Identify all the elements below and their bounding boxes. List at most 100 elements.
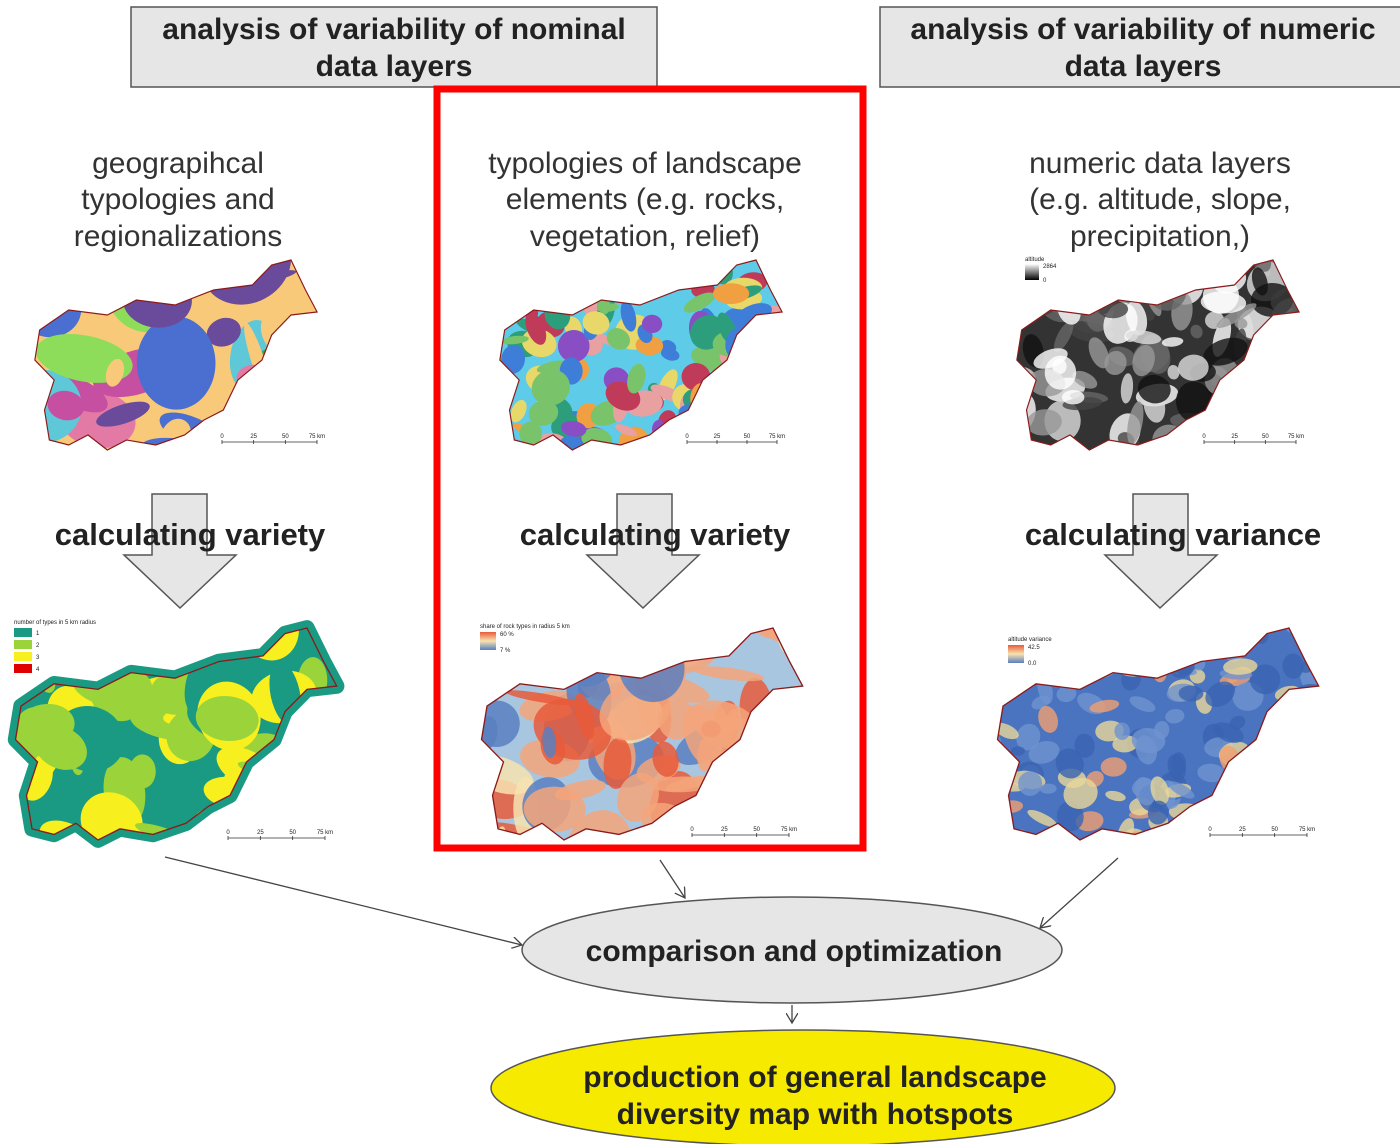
scale-label: 25 xyxy=(250,434,257,440)
scale-label: 50 xyxy=(289,830,296,836)
map-patch xyxy=(988,294,1029,328)
map-patch xyxy=(776,748,814,774)
map-patch xyxy=(1243,574,1274,609)
map-patch xyxy=(1040,654,1078,687)
map-patch xyxy=(1274,351,1298,391)
map-patch xyxy=(1237,375,1278,396)
map-patch xyxy=(38,267,62,291)
map-patch xyxy=(669,446,705,475)
map xyxy=(0,544,424,904)
map-patch xyxy=(439,345,475,370)
map-fill xyxy=(0,544,424,904)
map-patch xyxy=(738,111,766,137)
map-patch xyxy=(1292,570,1315,591)
map-patch xyxy=(775,355,790,377)
map-patch xyxy=(590,452,613,485)
map-patch xyxy=(667,431,697,468)
map-patch xyxy=(1282,721,1307,735)
map-patch xyxy=(743,391,761,415)
legend-label: 60 % xyxy=(500,632,514,638)
scale-label: 50 xyxy=(1271,827,1278,833)
map-patch xyxy=(1062,390,1085,404)
map-patch xyxy=(701,379,730,419)
map-patch xyxy=(0,797,12,840)
legend-swatch xyxy=(1008,645,1024,663)
map-patch xyxy=(1059,444,1082,476)
map-patch xyxy=(1242,351,1280,373)
map-patch xyxy=(960,354,985,378)
map-patch xyxy=(595,274,629,302)
map-patch xyxy=(980,621,1007,645)
map-patch xyxy=(972,817,1004,839)
map-patch xyxy=(971,828,1003,858)
map-patch xyxy=(708,460,742,483)
map-patch xyxy=(1270,564,1301,592)
map-patch xyxy=(483,284,510,322)
map-patch xyxy=(1223,395,1248,418)
scale-label: 0 xyxy=(1208,827,1212,833)
map-patch xyxy=(721,403,740,419)
map-patch xyxy=(332,613,423,699)
map-patch xyxy=(943,730,983,767)
map-patch xyxy=(638,257,667,275)
map-patch xyxy=(715,368,741,401)
map-patch xyxy=(1138,941,1171,975)
legend-title: share of rock types in radius 5 km xyxy=(480,624,570,630)
scale-label: 25 xyxy=(257,830,264,836)
map-patch xyxy=(654,253,673,267)
map-patch xyxy=(1287,708,1317,733)
map-patch xyxy=(0,396,16,470)
map-patch xyxy=(497,277,534,314)
map-patch xyxy=(960,691,996,728)
map-patch xyxy=(1301,581,1331,603)
map-patch xyxy=(1043,267,1071,289)
map-patch xyxy=(1080,647,1104,676)
column-label: numeric data layers(e.g. altitude, slope… xyxy=(1029,147,1291,253)
map-patch xyxy=(1067,877,1102,905)
map-patch xyxy=(1066,264,1084,288)
map-patch xyxy=(801,294,821,314)
map-patch xyxy=(302,557,324,604)
map-patch xyxy=(626,464,657,488)
legend-title: altitude xyxy=(1025,257,1045,263)
map-patch xyxy=(901,804,929,828)
map-patch xyxy=(747,376,769,402)
legend-swatch xyxy=(14,628,32,637)
map-patch xyxy=(955,353,1001,405)
scale-label: 50 xyxy=(282,434,289,440)
map-patch xyxy=(756,728,779,753)
map-patch xyxy=(570,452,613,491)
map-patch xyxy=(1038,830,1058,850)
scale-label: 0 xyxy=(690,827,694,833)
map-patch xyxy=(999,842,1029,867)
map-patch xyxy=(1308,688,1336,712)
map-patch xyxy=(1078,286,1102,306)
map-patch xyxy=(1258,732,1294,748)
map-patch xyxy=(1117,624,1138,644)
map-patch xyxy=(960,422,998,453)
map-patch xyxy=(1279,705,1301,720)
map-patch xyxy=(726,419,749,434)
map-patch xyxy=(679,440,717,481)
map-patch xyxy=(943,808,978,836)
map-patch xyxy=(1032,578,1072,616)
map-patch xyxy=(1246,453,1272,498)
map-patch xyxy=(693,437,709,455)
map-patch xyxy=(1094,478,1127,498)
map-patch xyxy=(1202,627,1240,652)
map-patch xyxy=(558,606,640,681)
map-patch xyxy=(721,383,740,410)
map-patch xyxy=(590,830,678,914)
scale-label: 75 km xyxy=(1288,434,1304,440)
map-patch xyxy=(473,246,514,291)
map-patch xyxy=(1096,254,1112,265)
map-patch xyxy=(690,419,702,451)
map-patch xyxy=(1244,772,1270,797)
map-patch xyxy=(182,858,246,903)
map-patch xyxy=(520,647,546,669)
scale-label: 75 km xyxy=(781,827,797,833)
map-patch xyxy=(715,368,753,404)
map-patch xyxy=(1054,285,1074,302)
map-patch xyxy=(777,611,811,657)
